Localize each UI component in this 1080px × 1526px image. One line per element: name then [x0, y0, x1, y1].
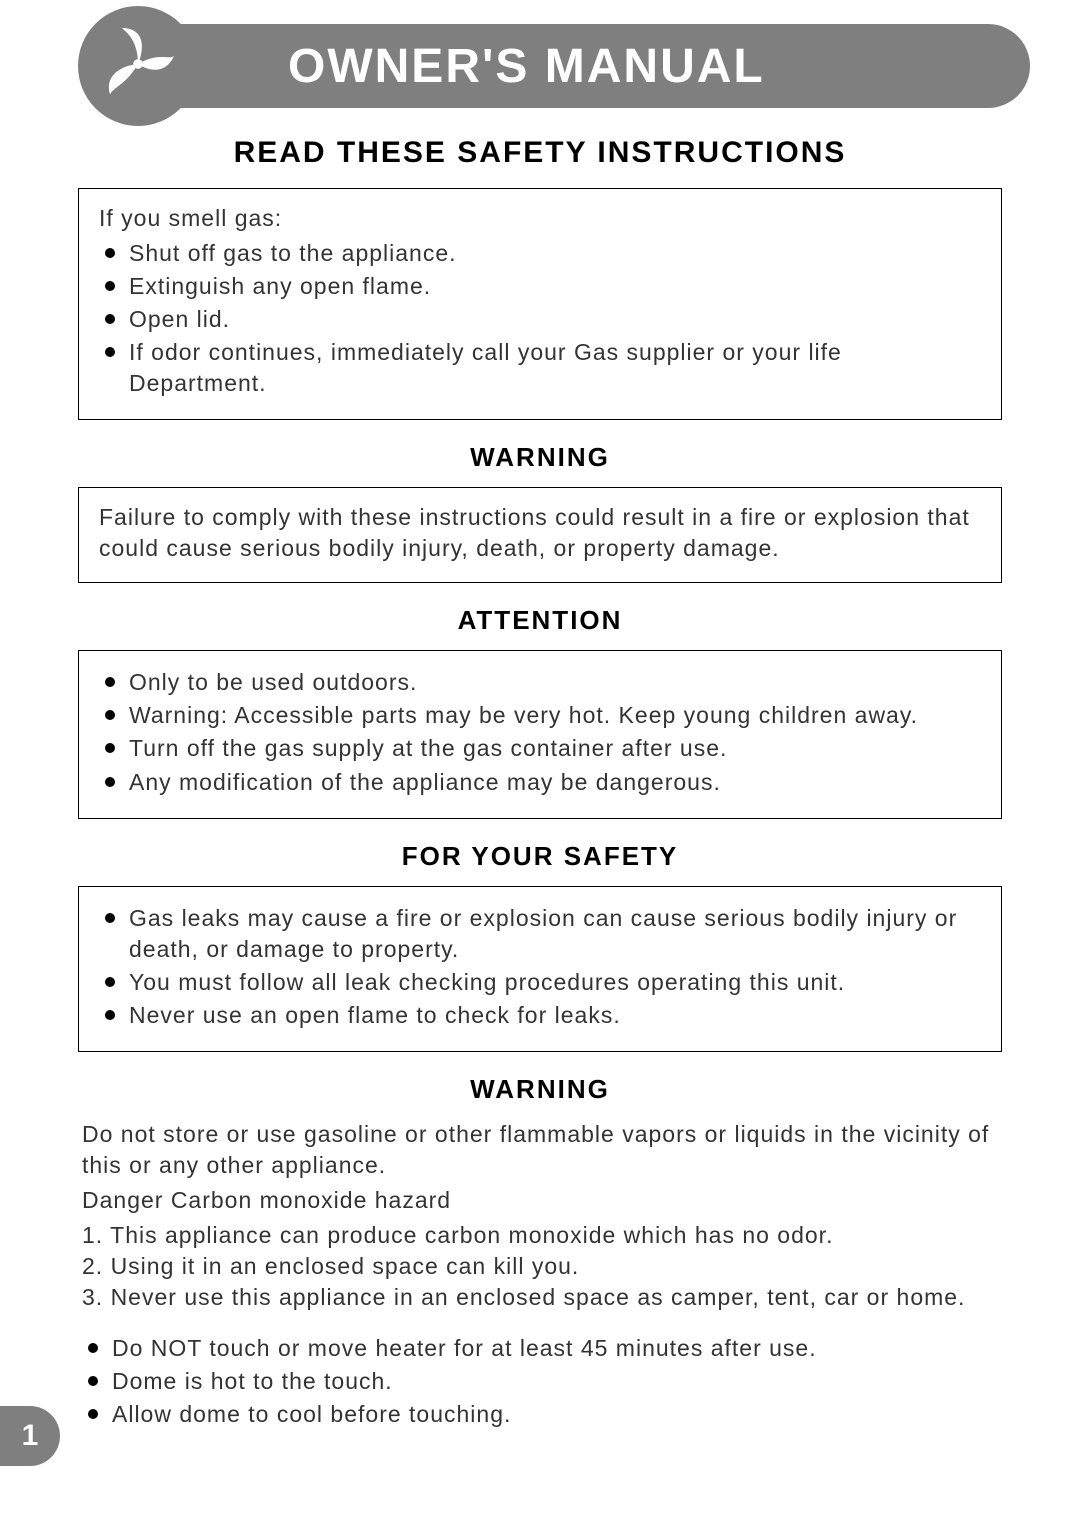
list-item: Gas leaks may cause a fire or explosion …	[99, 903, 981, 965]
list-item: Never use an open flame to check for lea…	[99, 1000, 981, 1031]
attention-list: Only to be used outdoors. Warning: Acces…	[99, 667, 981, 797]
warning2-block: Do not store or use gasoline or other fl…	[78, 1119, 1002, 1430]
attention-title: ATTENTION	[78, 605, 1002, 636]
list-item: If odor continues, immediately call your…	[99, 337, 981, 399]
warning2-title: WARNING	[78, 1074, 1002, 1105]
list-item: Allow dome to cool before touching.	[82, 1399, 998, 1430]
attention-box: Only to be used outdoors. Warning: Acces…	[78, 650, 1002, 818]
warning1-box: Failure to comply with these instruction…	[78, 487, 1002, 583]
list-item: Dome is hot to the touch.	[82, 1366, 998, 1397]
gas-smell-lead: If you smell gas:	[99, 203, 981, 234]
fan-blades-icon	[98, 24, 178, 109]
numbered-item: 1. This appliance can produce carbon mon…	[82, 1220, 998, 1251]
list-item: Turn off the gas supply at the gas conta…	[99, 733, 981, 764]
list-item: Open lid.	[99, 304, 981, 335]
list-item: Do NOT touch or move heater for at least…	[82, 1333, 998, 1364]
warning1-text: Failure to comply with these instruction…	[99, 502, 981, 564]
list-item: Extinguish any open flame.	[99, 271, 981, 302]
gas-smell-box: If you smell gas: Shut off gas to the ap…	[78, 188, 1002, 420]
list-item: Only to be used outdoors.	[99, 667, 981, 698]
numbered-item: 2. Using it in an enclosed space can kil…	[82, 1251, 998, 1282]
warning2-para1: Do not store or use gasoline or other fl…	[82, 1119, 998, 1181]
main-title: READ THESE SAFETY INSTRUCTIONS	[78, 136, 1002, 170]
warning2-bullets: Do NOT touch or move heater for at least…	[82, 1333, 998, 1430]
for-your-safety-box: Gas leaks may cause a fire or explosion …	[78, 886, 1002, 1052]
page-root: OWNER'S MANUAL READ THESE SAFETY INSTRUC…	[0, 0, 1080, 1526]
warning1-title: WARNING	[78, 442, 1002, 473]
list-item: Warning: Accessible parts may be very ho…	[99, 700, 981, 731]
numbered-item: 3. Never use this appliance in an enclos…	[82, 1282, 998, 1313]
warning2-numbered-list: 1. This appliance can produce carbon mon…	[82, 1220, 998, 1313]
list-item: You must follow all leak checking proced…	[99, 967, 981, 998]
gas-smell-list: Shut off gas to the appliance. Extinguis…	[99, 238, 981, 399]
list-item: Any modification of the appliance may be…	[99, 767, 981, 798]
warning2-para2: Danger Carbon monoxide hazard	[82, 1185, 998, 1216]
for-your-safety-title: FOR YOUR SAFETY	[78, 841, 1002, 872]
page-number-badge: 1	[0, 1406, 60, 1466]
header-band: OWNER'S MANUAL	[128, 24, 1030, 108]
list-item: Shut off gas to the appliance.	[99, 238, 981, 269]
header-title: OWNER'S MANUAL	[288, 39, 765, 94]
for-your-safety-list: Gas leaks may cause a fire or explosion …	[99, 903, 981, 1031]
logo-badge	[78, 6, 198, 126]
